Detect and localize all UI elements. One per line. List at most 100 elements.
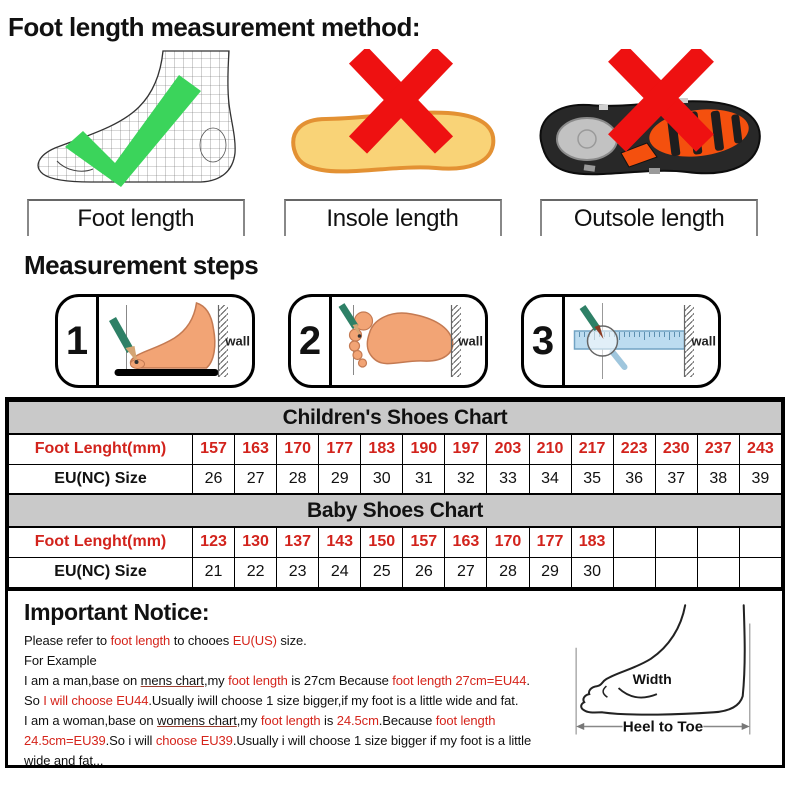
size-cell: 190 — [402, 433, 446, 465]
method-foot-length: Foot length — [10, 49, 262, 236]
notice-line: 24.5cm=EU39.So i will choose EU39.Usuall… — [24, 731, 556, 751]
step-2-canvas: wall — [332, 297, 485, 385]
table-row: EU(NC) Size 26 27 28 29 30 31 32 33 34 35 36 37 38 39 — [8, 463, 783, 495]
size-cell: 163 — [234, 433, 278, 465]
red-x-icon — [348, 49, 453, 154]
size-cell — [612, 526, 656, 558]
steps-title: Measurement steps — [24, 250, 259, 280]
size-cell: 130 — [234, 526, 278, 558]
heel-to-toe-label: Heel to Toe — [623, 718, 703, 735]
size-cell: 157 — [191, 433, 236, 465]
wall-label: wall — [691, 333, 716, 349]
size-cell: 39 — [738, 463, 783, 495]
size-cell: 157 — [402, 526, 446, 558]
size-cell: 137 — [276, 526, 320, 558]
step-1-canvas: wall — [99, 297, 252, 385]
highlight-text: foot length 27cm=EU44 — [392, 672, 527, 688]
size-cell: 177 — [528, 526, 572, 558]
size-cell: 21 — [191, 556, 236, 588]
size-cell: 163 — [444, 526, 488, 558]
wall-label: wall — [458, 333, 483, 349]
size-cell: 143 — [318, 526, 362, 558]
highlight-text: foot length — [228, 672, 288, 688]
underlined-text: womens chart — [157, 712, 237, 728]
size-cell: 123 — [191, 526, 236, 558]
wall-label: wall — [225, 333, 250, 349]
red-x-icon — [608, 49, 715, 152]
size-cell: 32 — [444, 463, 488, 495]
green-check-icon — [64, 75, 201, 187]
magnifier-icon — [586, 325, 628, 370]
notice-line: I am a woman,base on womens chart,my foo… — [24, 711, 556, 731]
size-cell — [654, 526, 698, 558]
plain-text: is 27cm Because — [287, 672, 393, 688]
step-number: 1 — [58, 297, 99, 385]
row-label: EU(NC) Size — [8, 463, 193, 495]
highlight-text: foot length — [260, 712, 321, 728]
size-chart-section: Children's Shoes Chart Foot Lenght(mm) 157… — [5, 397, 785, 768]
size-cell: 23 — [276, 556, 320, 588]
plain-text: ,my — [236, 712, 261, 728]
outsole-figure — [529, 49, 769, 199]
step-1-illustration — [109, 302, 228, 377]
size-table-body: Children's Shoes Chart Foot Lenght(mm) 157… — [8, 400, 783, 588]
size-cell: 28 — [486, 556, 530, 588]
method-label: Outsole length — [573, 204, 725, 232]
size-table: Children's Shoes Chart Foot Lenght(mm) 157… — [8, 400, 783, 588]
highlight-text: I will choose EU44 — [43, 692, 149, 708]
plain-text: Please refer to — [24, 632, 111, 648]
size-cell: 210 — [528, 433, 572, 465]
size-cell — [696, 526, 740, 558]
insole-illustration — [290, 49, 495, 174]
size-cell: 36 — [612, 463, 656, 495]
chart-title: Children's Shoes Chart — [8, 400, 782, 435]
step-3-illustration — [573, 303, 694, 379]
plain-text: I am a woman,base on — [24, 712, 158, 728]
plain-text: ,my — [203, 672, 229, 688]
dimension-bracket: Outsole length — [540, 199, 759, 236]
highlight-text: EU(US) — [232, 632, 277, 648]
page-title: Foot length measurement method: — [8, 12, 421, 42]
notice-heading: Important Notice: — [24, 598, 210, 625]
heel-to-toe-arrow — [576, 722, 750, 730]
size-cell: 27 — [444, 556, 488, 588]
size-cell: 237 — [696, 433, 740, 465]
plain-text: For Example — [24, 652, 97, 668]
table-row: EU(NC) Size 21 22 23 24 25 26 27 28 29 30 — [8, 556, 783, 588]
size-cell: 170 — [486, 526, 530, 558]
size-cell: 31 — [402, 463, 446, 495]
steps-row: 1 wall — [0, 294, 790, 388]
measurement-methods-row: Foot length Insole length — [0, 49, 790, 236]
method-label: Foot length — [77, 204, 195, 232]
notice-line: So I will choose EU44.Usually iwill choo… — [24, 691, 556, 711]
size-cell: 30 — [570, 556, 614, 588]
wall-hatch — [685, 305, 694, 377]
plain-text: .Usually iwill choose 1 size bigger,if m… — [148, 692, 519, 708]
size-cell: 150 — [360, 526, 404, 558]
foot-outline-illustration: Width Heel to Toe — [575, 603, 751, 735]
notice-lines: Please refer to foot length to chooes EU… — [24, 631, 556, 771]
highlight-text: 24.5cm — [336, 712, 379, 728]
highlight-text: 24.5cm=EU39 — [24, 732, 106, 748]
size-cell: 177 — [318, 433, 362, 465]
size-cell: 34 — [528, 463, 572, 495]
dimension-bracket: Insole length — [283, 199, 502, 236]
size-cell — [738, 526, 783, 558]
chart-header-row: Baby Shoes Chart — [8, 493, 782, 528]
size-cell: 22 — [234, 556, 278, 588]
plain-text: wide and fat... — [24, 752, 104, 768]
plain-text: .Because — [378, 712, 436, 728]
dimension-bracket: Foot length — [26, 199, 245, 236]
foot-outline-diagram: Width Heel to Toe — [562, 603, 774, 755]
width-label: Width — [633, 671, 672, 687]
size-cell: 243 — [738, 433, 783, 465]
method-label: Insole length — [326, 204, 459, 232]
notice-line: wide and fat... — [24, 751, 556, 771]
size-cell — [612, 556, 656, 588]
plain-text: to chooes — [170, 632, 233, 648]
size-cell: 26 — [191, 463, 236, 495]
step-3-box: 3 — [521, 294, 721, 388]
size-cell: 170 — [276, 433, 320, 465]
size-cell: 197 — [444, 433, 488, 465]
notice-line: For Example — [24, 651, 556, 671]
